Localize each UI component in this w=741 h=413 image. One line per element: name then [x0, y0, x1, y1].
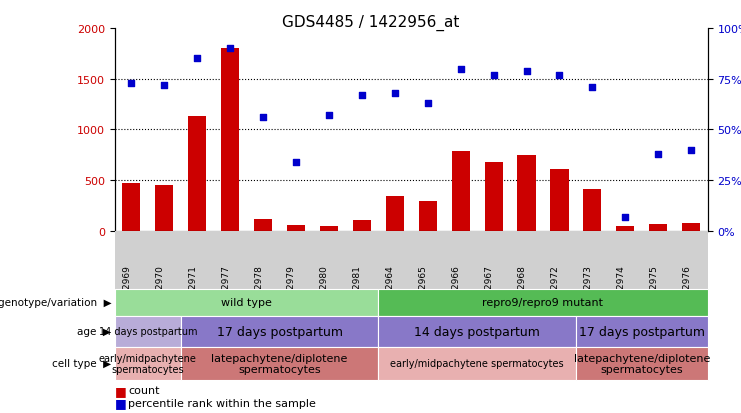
Text: early/midpachytene spermatocytes: early/midpachytene spermatocytes [391, 358, 564, 368]
Text: count: count [128, 385, 160, 395]
Text: 14 days postpartum: 14 days postpartum [99, 326, 197, 337]
Point [652, 151, 664, 158]
Text: percentile rank within the sample: percentile rank within the sample [128, 398, 316, 408]
Point [685, 147, 697, 154]
Text: cell type  ▶: cell type ▶ [52, 358, 111, 368]
Text: 17 days postpartum: 17 days postpartum [216, 325, 342, 338]
Bar [451, 151, 470, 231]
Text: 17 days postpartum: 17 days postpartum [579, 325, 705, 338]
Point [225, 46, 236, 52]
Point [191, 56, 203, 62]
Point [422, 100, 433, 107]
Point [323, 113, 335, 119]
Bar [386, 197, 404, 231]
Bar [287, 226, 305, 231]
Point [554, 72, 565, 79]
Bar [583, 190, 602, 231]
Text: early/midpachytene
spermatocytes: early/midpachytene spermatocytes [99, 353, 196, 374]
Bar [155, 186, 173, 231]
Text: wild type: wild type [221, 297, 272, 308]
Point [159, 82, 170, 89]
Text: 14 days postpartum: 14 days postpartum [414, 325, 540, 338]
Bar [188, 117, 206, 231]
Bar [485, 162, 502, 231]
Text: genotype/variation  ▶: genotype/variation ▶ [0, 297, 111, 308]
Bar [254, 219, 272, 231]
Bar [353, 220, 371, 231]
Bar [682, 223, 700, 231]
Text: ■: ■ [115, 396, 130, 409]
Text: latepachytene/diplotene
spermatocytes: latepachytene/diplotene spermatocytes [211, 353, 348, 374]
Bar [649, 225, 668, 231]
Text: latepachytene/diplotene
spermatocytes: latepachytene/diplotene spermatocytes [574, 353, 710, 374]
Point [521, 68, 533, 75]
Bar [517, 155, 536, 231]
Point [290, 159, 302, 166]
Point [619, 214, 631, 221]
Point [356, 93, 368, 99]
Point [586, 84, 598, 91]
Bar [221, 49, 239, 231]
Point [125, 80, 137, 87]
Bar [617, 226, 634, 231]
Bar [419, 202, 436, 231]
Point [455, 66, 467, 73]
Text: ■: ■ [115, 384, 130, 397]
Bar [122, 184, 140, 231]
Text: GDS4485 / 1422956_at: GDS4485 / 1422956_at [282, 14, 459, 31]
Point [488, 72, 499, 79]
Bar [551, 170, 568, 231]
Point [389, 90, 401, 97]
Text: age  ▶: age ▶ [77, 326, 111, 337]
Text: repro9/repro9 mutant: repro9/repro9 mutant [482, 297, 603, 308]
Point [257, 115, 269, 121]
Bar [320, 226, 338, 231]
